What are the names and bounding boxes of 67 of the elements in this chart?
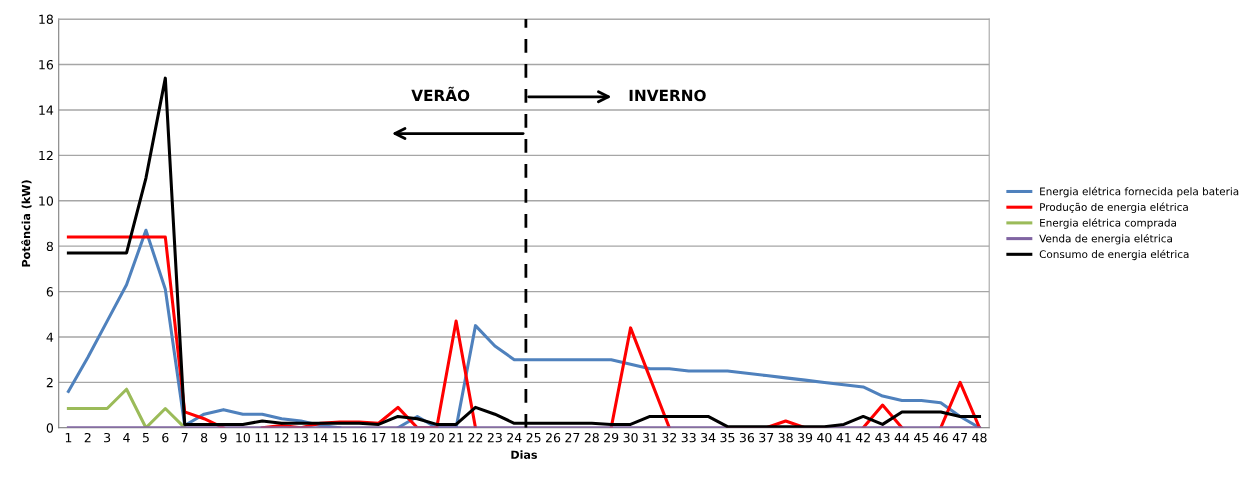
x-tick-label: 42 xyxy=(855,432,870,443)
x-tick-label: 24 xyxy=(507,432,522,443)
x-tick-label: 4 xyxy=(123,433,130,443)
x-tick-label: 37 xyxy=(759,432,774,443)
x-tick-label: 41 xyxy=(836,433,851,443)
x-tick-label: 43 xyxy=(875,432,890,443)
x-tick-label: 39 xyxy=(798,432,813,443)
x-tick-label: 21 xyxy=(449,432,463,443)
x-tick-label: 14 xyxy=(313,433,328,443)
y-tick-label: 8 xyxy=(46,241,53,252)
x-tick-label: 30 xyxy=(623,432,638,443)
y-tick-label: 18 xyxy=(39,14,53,25)
x-tick-label: 32 xyxy=(662,432,677,443)
y-tick-label: 0 xyxy=(46,423,54,433)
x-tick-label: 5 xyxy=(142,433,149,443)
x-tick-label: 47 xyxy=(952,433,968,443)
x-tick-label: 13 xyxy=(294,432,308,443)
x-tick-label: 27 xyxy=(565,432,580,443)
legend-label: Energia elétrica comprada xyxy=(1040,218,1176,229)
x-tick-label: 38 xyxy=(778,432,793,443)
y-tick-label: 16 xyxy=(39,60,54,70)
x-tick-label: 7 xyxy=(181,433,188,443)
x-tick-label: 3 xyxy=(104,432,111,443)
legend-label: Produção de energia elétrica xyxy=(1040,202,1188,214)
y-axis-title: Potência (kW) xyxy=(21,180,32,267)
x-tick-label: 20 xyxy=(429,432,444,443)
annotation: INVERNO xyxy=(629,89,706,102)
x-tick-label: 48 xyxy=(972,432,987,443)
y-tick-label: 10 xyxy=(39,196,54,206)
x-tick-label: 36 xyxy=(739,432,755,443)
legend-label: Consumo de energia elétrica xyxy=(1039,249,1189,261)
x-tick-label: 1 xyxy=(65,433,72,443)
x-tick-label: 16 xyxy=(352,432,367,443)
x-tick-label: 19 xyxy=(410,432,425,443)
legend-label: Venda de energia elétrica xyxy=(1039,233,1172,245)
x-axis-title: Dias xyxy=(511,450,537,459)
y-tick-label: 2 xyxy=(46,377,53,388)
x-tick-label: 2 xyxy=(84,432,91,443)
x-tick-label: 17 xyxy=(371,433,386,443)
x-tick-label: 26 xyxy=(546,432,561,443)
y-tick-label: 4 xyxy=(46,332,54,342)
x-tick-label: 10 xyxy=(236,432,250,443)
y-tick-label: 6 xyxy=(46,287,54,297)
x-tick-label: 6 xyxy=(162,432,169,443)
x-tick-label: 18 xyxy=(391,432,406,443)
x-tick-label: 25 xyxy=(526,432,541,443)
x-tick-label: 9 xyxy=(220,432,227,443)
x-tick-label: 22 xyxy=(468,432,483,443)
y-tick-label: 14 xyxy=(39,105,54,115)
x-tick-label: 34 xyxy=(701,432,716,443)
x-tick-label: 46 xyxy=(933,432,948,443)
x-tick-label: 33 xyxy=(681,432,696,443)
x-tick-label: 23 xyxy=(487,432,502,443)
legend-label: Energia elétrica fornecida pela bateria xyxy=(1040,186,1239,198)
annotation: VERÃO xyxy=(411,86,470,102)
x-tick-label: 28 xyxy=(584,432,599,443)
x-tick-label: 40 xyxy=(817,432,832,443)
x-tick-label: 45 xyxy=(914,433,929,443)
x-tick-label: 12 xyxy=(275,432,289,443)
x-tick-label: 31 xyxy=(642,432,657,443)
x-tick-label: 8 xyxy=(200,432,208,443)
y-tick-label: 12 xyxy=(39,150,53,161)
x-tick-label: 15 xyxy=(333,433,347,443)
x-tick-label: 35 xyxy=(720,432,735,443)
x-tick-label: 11 xyxy=(255,433,270,443)
x-tick-label: 44 xyxy=(894,433,910,443)
x-tick-label: 29 xyxy=(604,432,619,443)
